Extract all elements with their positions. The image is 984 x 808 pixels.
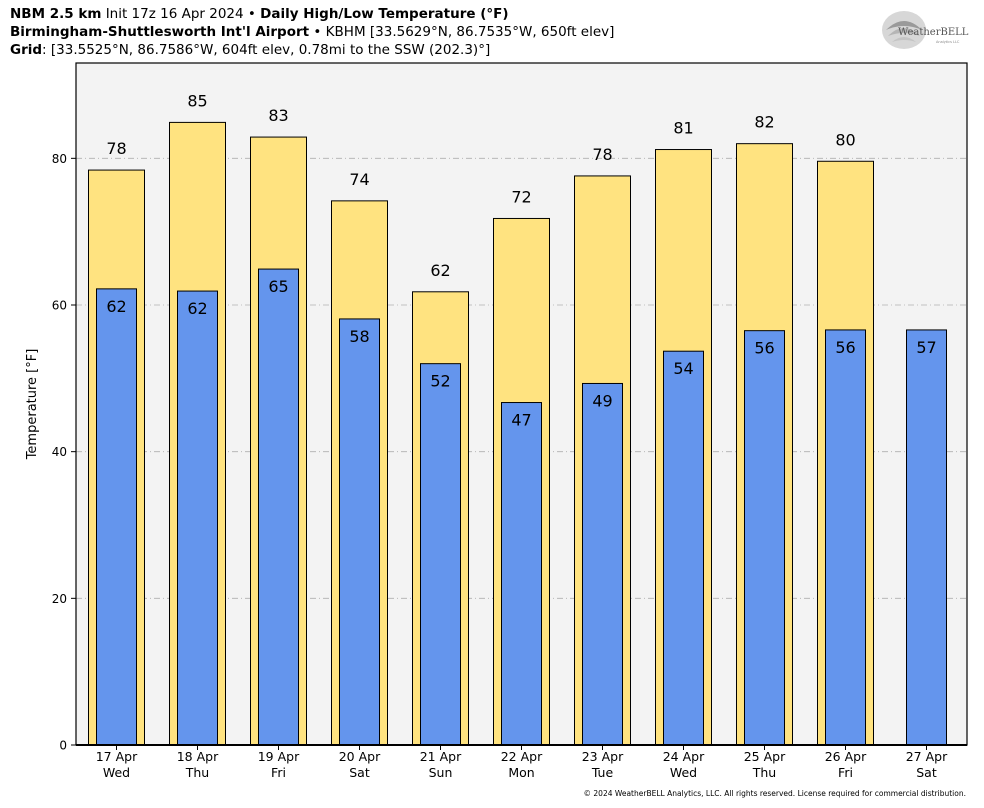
x-tick-day-label: Sat [916,765,937,780]
model-name: NBM 2.5 km [10,6,102,22]
low-temp-bar [420,363,461,746]
low-temp-bar [501,402,542,746]
high-temp-label: 80 [835,130,855,149]
x-tick-date-label: 24 Apr [663,749,705,764]
low-temp-bar [744,330,785,746]
y-tick-label: 60 [52,299,67,313]
low-temp-label: 52 [430,372,450,391]
x-tick-date-label: 25 Apr [744,749,786,764]
x-tick-date-label: 26 Apr [825,749,867,764]
x-tick-day-label: Fri [838,765,853,780]
low-temp-bar [582,382,623,746]
x-tick-day-label: Tue [591,765,614,780]
product-title: Daily High/Low Temperature (°F) [260,6,509,22]
x-tick-date-label: 22 Apr [501,749,543,764]
low-temp-label: 57 [916,338,936,357]
x-tick-day-label: Thu [185,765,209,780]
logo-brand: WeatherBELL [898,27,969,38]
x-tick-date-label: 20 Apr [339,749,381,764]
low-temp-label: 56 [835,338,855,357]
x-tick-day-label: Wed [103,765,130,780]
weatherbell-logo: WeatherBELL Analytics LLC [882,11,969,49]
high-temp-label: 81 [673,119,693,138]
header-line-1: NBM 2.5 km Init 17z 16 Apr 2024 • Daily … [10,5,509,23]
x-tick-day-label: Mon [508,765,534,780]
low-temp-label: 54 [673,359,693,378]
init-time: Init 17z 16 Apr 2024 [105,6,244,22]
grid-label: Grid [10,42,43,58]
grid-details: : [33.5525°N, 86.7586°W, 604ft elev, 0.7… [42,42,491,58]
low-temp-bar [339,318,380,746]
y-axis-label: Temperature [°F] [25,349,40,461]
y-tick-label: 80 [52,152,67,166]
low-temp-bar [825,329,866,746]
y-tick-label: 0 [59,739,67,753]
x-tick-date-label: 23 Apr [582,749,624,764]
low-temp-label: 56 [754,339,774,358]
low-temp-label: 62 [106,297,126,316]
low-temp-label: 47 [511,411,531,430]
low-temp-label: 49 [592,391,612,410]
high-temp-label: 62 [430,261,450,280]
low-temp-label: 62 [187,299,207,318]
y-tick-label: 20 [52,592,67,606]
x-tick-date-label: 18 Apr [177,749,219,764]
low-temp-label: 58 [349,327,369,346]
copyright-notice: © 2024 WeatherBELL Analytics, LLC. All r… [583,789,966,798]
bars [88,121,947,746]
high-temp-label: 83 [268,106,288,125]
x-tick-day-label: Thu [752,765,776,780]
low-temp-bar [906,329,947,746]
high-temp-label: 78 [106,139,126,158]
header-line-2: Birmingham-Shuttlesworth Int'l Airport •… [10,23,614,41]
x-tick-date-label: 21 Apr [420,749,462,764]
high-temp-label: 85 [187,91,207,110]
separator: • [313,24,322,40]
station-details: KBHM [33.5629°N, 86.7535°W, 650ft elev] [325,24,615,40]
x-tick-day-label: Wed [670,765,697,780]
x-tick-date-label: 27 Apr [906,749,948,764]
logo-sub: Analytics LLC [936,40,960,44]
low-temp-bar [96,288,137,746]
low-temp-label: 65 [268,277,288,296]
low-temp-bar [663,350,704,746]
x-tick-day-label: Sun [429,765,453,780]
separator: • [247,6,256,22]
high-temp-label: 72 [511,187,531,206]
x-tick-date-label: 17 Apr [96,749,138,764]
low-temp-bar [177,290,218,746]
header-line-3: Grid: [33.5525°N, 86.7586°W, 604ft elev,… [10,41,490,59]
x-tick-date-label: 19 Apr [258,749,300,764]
data-labels: 78 62 85 62 83 65 74 58 62 52 72 47 78 49 81 54 82 56 80 56… [106,91,936,429]
high-temp-label: 74 [349,170,369,189]
high-temp-label: 78 [592,145,612,164]
low-temp-bar [258,268,299,746]
high-temp-label: 82 [754,113,774,132]
y-tick-label: 40 [52,445,67,459]
x-tick-day-label: Fri [271,765,286,780]
station-name: Birmingham-Shuttlesworth Int'l Airport [10,24,310,40]
x-tick-day-label: Sat [349,765,370,780]
